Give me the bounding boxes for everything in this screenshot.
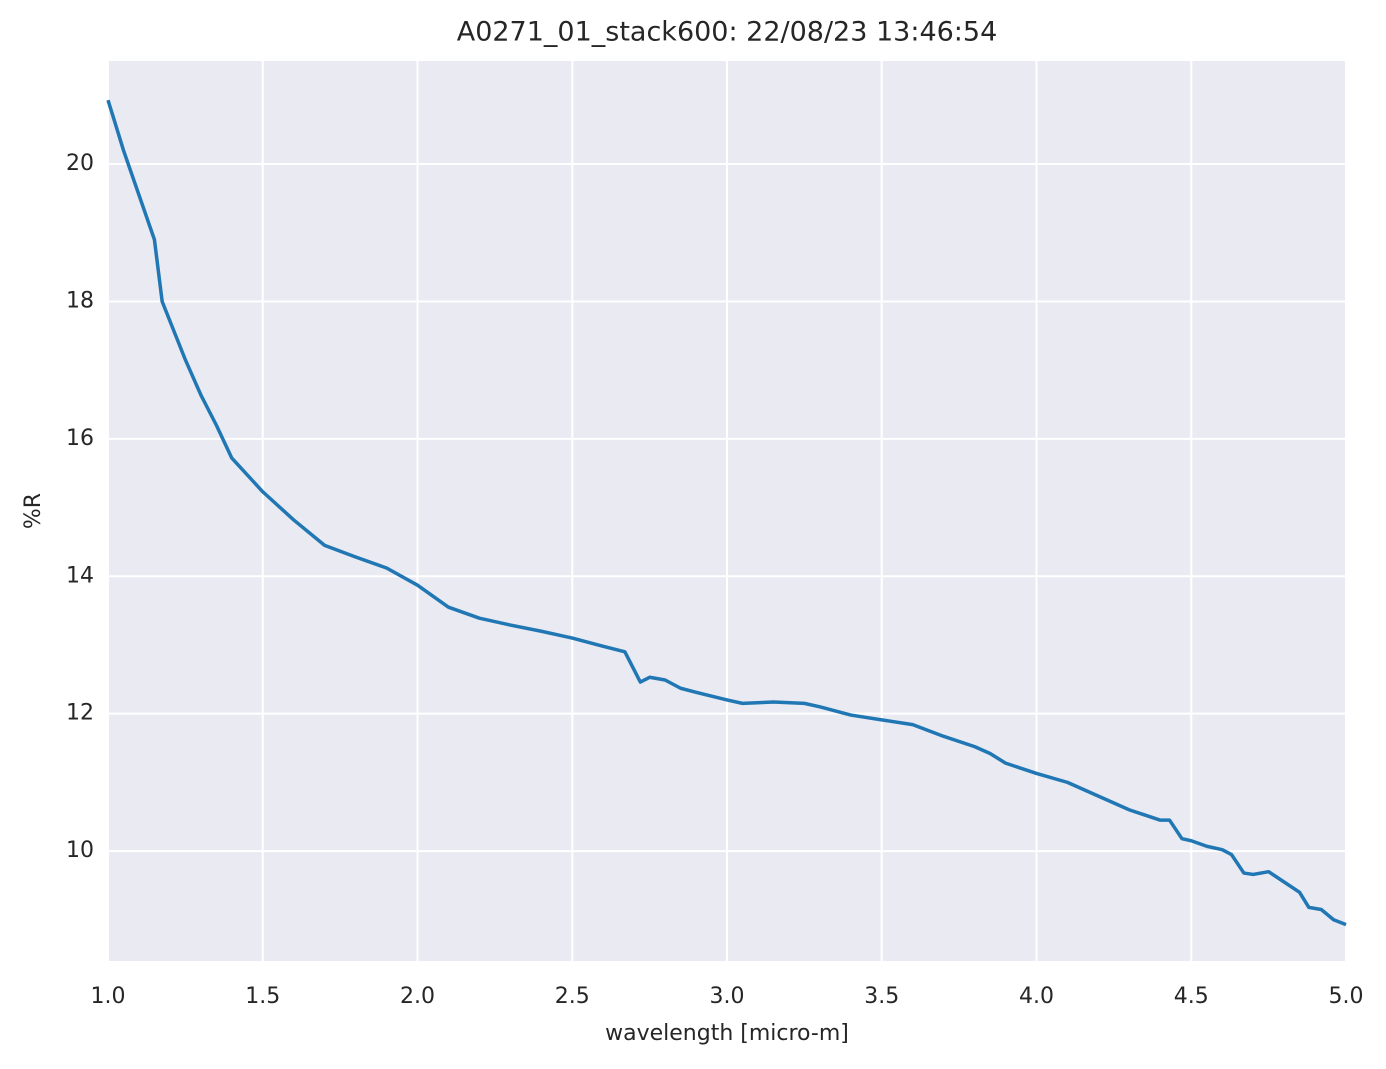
y-tick-label: 16 <box>66 426 94 451</box>
x-tick-label: 1.5 <box>245 984 280 1009</box>
y-tick-label: 14 <box>66 563 94 588</box>
x-tick-label: 3.0 <box>710 984 745 1009</box>
x-tick-label: 1.0 <box>91 984 126 1009</box>
y-tick-label: 10 <box>66 838 94 863</box>
x-tick-label: 5.0 <box>1329 984 1364 1009</box>
y-tick-label: 12 <box>66 701 94 726</box>
y-axis-label: %R <box>21 493 46 529</box>
x-tick-label: 2.5 <box>555 984 590 1009</box>
x-axis-label: wavelength [micro-m] <box>605 1021 849 1046</box>
chart-title: A0271_01_stack600: 22/08/23 13:46:54 <box>457 17 998 48</box>
x-tick-label: 4.5 <box>1174 984 1209 1009</box>
x-tick-label: 4.0 <box>1019 984 1054 1009</box>
y-tick-label: 18 <box>66 288 94 313</box>
y-tick-label: 20 <box>66 151 94 176</box>
x-tick-label: 3.5 <box>864 984 899 1009</box>
data-line <box>108 100 1346 924</box>
x-tick-label: 2.0 <box>400 984 435 1009</box>
